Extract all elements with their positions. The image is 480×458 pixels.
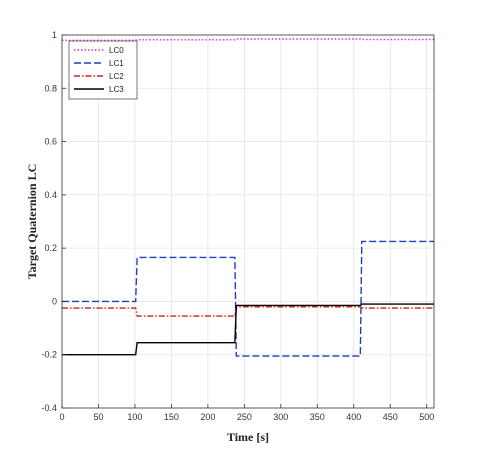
x-tick-label: 400 <box>346 412 361 422</box>
y-tick-label: 0.2 <box>44 243 57 253</box>
x-tick-label: 350 <box>310 412 325 422</box>
legend-label: LC1 <box>109 59 124 68</box>
legend-label: LC0 <box>109 46 124 55</box>
x-tick-label: 50 <box>93 412 103 422</box>
y-tick-label: 0.6 <box>44 137 57 147</box>
legend: LC0 LC1 LC2 LC3 <box>68 40 138 100</box>
x-axis-label: Time [s] <box>227 430 269 444</box>
x-tick-label: 100 <box>127 412 142 422</box>
y-tick-label: 1 <box>52 30 57 40</box>
x-axis-ticks: 0 50 100 150 200 250 300 350 400 450 500 <box>59 404 434 422</box>
y-tick-label: 0 <box>52 296 57 306</box>
x-tick-label: 150 <box>164 412 179 422</box>
y-axis-label: Target Quaternion LC <box>25 164 39 280</box>
x-tick-label: 250 <box>237 412 252 422</box>
x-tick-label: 0 <box>59 412 64 422</box>
x-tick-label: 300 <box>273 412 288 422</box>
x-tick-label: 200 <box>200 412 215 422</box>
legend-label: LC3 <box>109 85 124 94</box>
series-line-lc3 <box>62 303 434 356</box>
series-layer <box>62 38 434 357</box>
x-tick-label: 450 <box>383 412 398 422</box>
x-tick-label: 500 <box>419 412 434 422</box>
legend-label: LC2 <box>109 72 124 81</box>
y-axis-ticks: -0.4 -0.2 0 0.2 0.4 0.6 0.8 1 <box>41 30 66 413</box>
series-line-lc0 <box>62 38 434 42</box>
y-tick-label: -0.4 <box>41 403 57 413</box>
y-tick-label: 0.4 <box>44 190 57 200</box>
y-tick-label: -0.2 <box>41 350 57 360</box>
plot-frame <box>61 34 435 409</box>
y-tick-label: 0.8 <box>44 83 57 93</box>
